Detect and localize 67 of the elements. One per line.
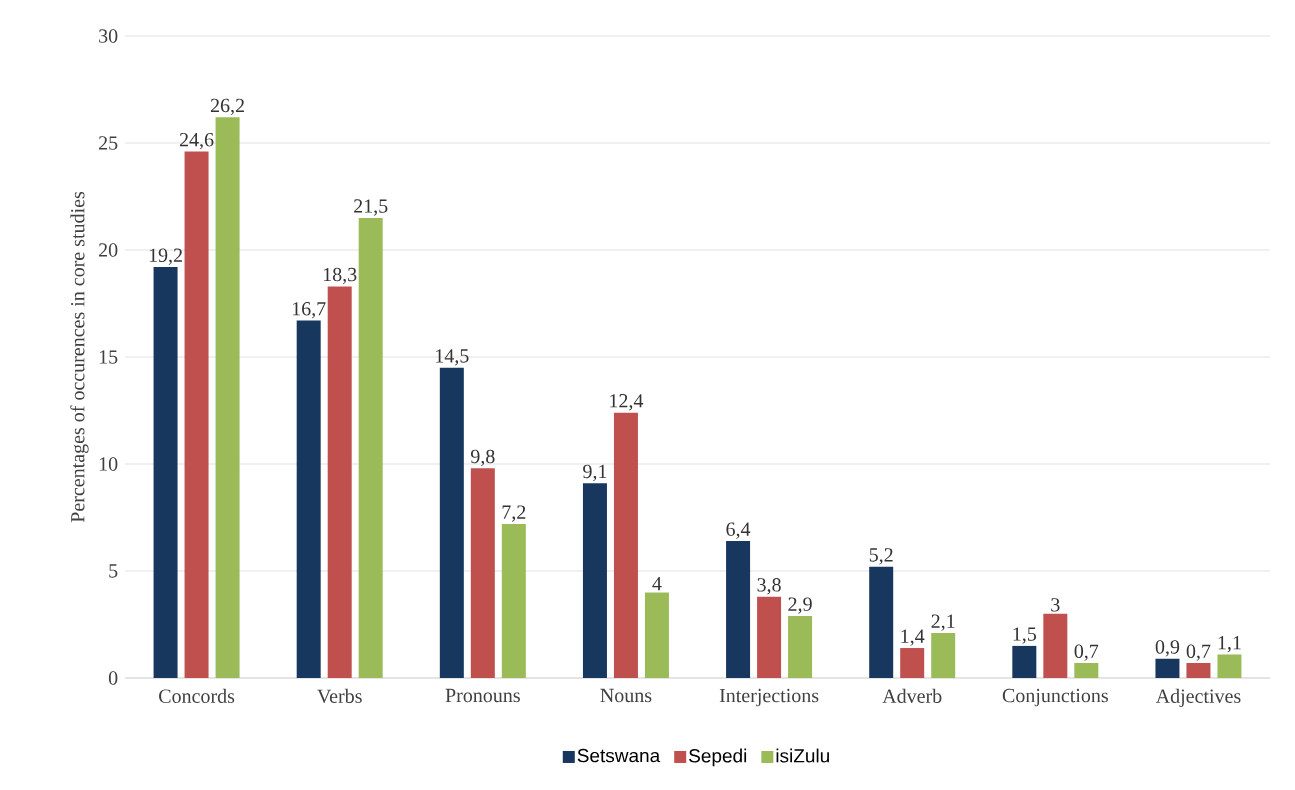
x-tick-label: Concords <box>159 688 235 703</box>
data-label: 14,5 <box>436 349 469 366</box>
bar <box>501 523 526 678</box>
bar <box>757 596 782 678</box>
data-label: 12,4 <box>610 394 644 411</box>
y-tick-label: 10 <box>99 457 118 471</box>
data-label: 3 <box>1051 598 1060 612</box>
legend-label: Setswana <box>577 748 661 763</box>
data-label: 4 <box>652 577 662 591</box>
data-label: 0,7 <box>1186 644 1211 661</box>
y-tick-label: 0 <box>108 671 118 685</box>
data-label: 0,9 <box>1155 640 1180 657</box>
data-label: 7,2 <box>502 505 526 522</box>
data-label: 1,1 <box>1218 635 1241 653</box>
data-label: 2,9 <box>788 597 812 614</box>
bar <box>470 468 495 678</box>
data-label: 19,2 <box>149 248 182 265</box>
bar <box>1155 658 1180 678</box>
y-tick-label: 15 <box>99 350 118 364</box>
data-label: 1,4 <box>901 629 925 646</box>
bar <box>582 483 607 678</box>
bar <box>153 267 178 678</box>
data-label: 2,1 <box>931 614 955 631</box>
bar <box>1043 613 1068 678</box>
y-axis-title: Percentages of occurences in core studies <box>70 191 89 523</box>
bar <box>358 217 383 678</box>
data-label: 3,8 <box>757 578 781 595</box>
bar <box>215 117 240 678</box>
bar <box>184 151 209 678</box>
data-label: 24,6 <box>179 133 214 150</box>
bar <box>439 367 464 678</box>
x-tick-label: Interjections <box>719 688 819 707</box>
bar <box>726 541 751 678</box>
y-tick-label: 30 <box>99 29 118 43</box>
bar <box>296 320 321 678</box>
x-tick-label: Verbs <box>317 688 362 704</box>
data-label: 5,2 <box>869 548 893 565</box>
bar <box>1217 654 1242 678</box>
data-label: 21,5 <box>354 199 388 216</box>
x-tick-label: Conjunctions <box>1002 688 1108 707</box>
bar <box>900 648 925 678</box>
legend-label: isiZulu <box>776 748 829 763</box>
bar <box>1074 663 1099 678</box>
y-tick-label: 25 <box>99 136 118 150</box>
data-label: 18,3 <box>323 267 357 285</box>
bar <box>613 412 638 678</box>
data-label: 16,7 <box>292 302 326 319</box>
bar <box>788 615 813 678</box>
bar <box>327 286 352 678</box>
data-label: 26,2 <box>210 98 244 116</box>
legend-label: Sepedi <box>689 748 747 767</box>
data-label: 9,8 <box>470 449 495 467</box>
data-label: 9,1 <box>583 464 607 482</box>
bar <box>869 566 894 678</box>
x-tick-label: Nouns <box>600 688 652 703</box>
bar <box>644 592 669 678</box>
bar <box>931 633 956 678</box>
x-tick-label: Adverb <box>882 688 942 703</box>
data-label: 0,7 <box>1074 644 1099 661</box>
bar <box>1186 663 1211 678</box>
bar <box>1012 645 1037 678</box>
x-tick-label: Adjectives <box>1155 688 1241 708</box>
x-tick-label: Pronouns <box>445 688 520 703</box>
data-label: 6,4 <box>726 522 751 539</box>
y-tick-label: 20 <box>99 243 118 257</box>
data-label: 1,5 <box>1013 627 1037 644</box>
y-tick-label: 5 <box>109 564 118 578</box>
